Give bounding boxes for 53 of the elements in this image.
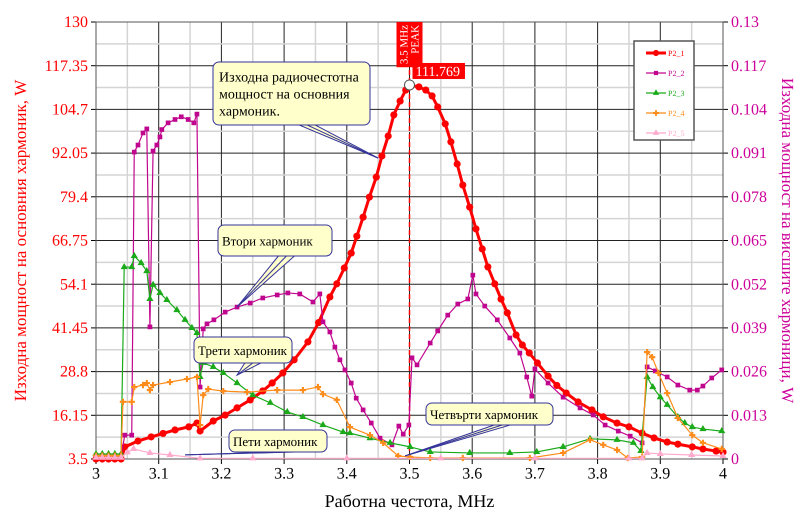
y2-tick-label: 0.052 xyxy=(731,276,767,294)
y2-tick-label: 0.026 xyxy=(731,364,767,381)
y-tick-label: 92.05 xyxy=(52,145,88,162)
callout: Втори хармоник xyxy=(218,224,332,308)
y2-axis-title: Изходна мощност на висшите хармоници, W xyxy=(778,78,796,404)
y2-tick-label: 0.13 xyxy=(731,14,759,32)
x-axis-title: Работна честота, MHz xyxy=(324,491,494,511)
x-tick-label: 3.1 xyxy=(148,465,169,482)
y2-tick-label: 0.039 xyxy=(731,320,767,338)
y-tick-label: 28.8 xyxy=(60,364,88,381)
x-tick-label: 3.4 xyxy=(336,465,357,482)
annotation: 111.769 xyxy=(416,64,460,80)
y2-tick-label: 0.091 xyxy=(731,145,767,162)
annotation: Изходна радиочестотна мощност на основния хармоник. xyxy=(219,70,360,120)
x-tick-label: 3.6 xyxy=(462,465,482,482)
legend-label: P2_5 xyxy=(668,129,684,138)
y-tick-label: 41.45 xyxy=(52,320,88,338)
x-tick-label: 3 xyxy=(92,465,100,482)
legend-label: P2_4 xyxy=(668,109,684,118)
y-tick-label: 130 xyxy=(64,14,88,32)
x-tick-label: 3.3 xyxy=(274,465,294,482)
legend-label: P2_2 xyxy=(668,69,684,78)
y-tick-label: 66.75 xyxy=(52,232,88,250)
y-tick-label: 54.1 xyxy=(60,276,88,294)
legend-label: P2_1 xyxy=(668,49,684,58)
ref-line-label: 3.5 MHz PEAK xyxy=(398,24,422,64)
y2-tick-label: 0.065 xyxy=(731,232,767,250)
callout: Трети хармоник xyxy=(194,336,292,376)
y-tick-label: 3.5 xyxy=(68,451,88,468)
y2-tick-label: 0.117 xyxy=(731,58,766,75)
y-tick-label: 104.7 xyxy=(52,102,88,119)
x-tick-label: 3.2 xyxy=(211,465,232,482)
y2-tick-label: 0.104 xyxy=(731,102,767,119)
y2-tick-label: 0.013 xyxy=(731,407,767,424)
callout: Изходна радиочестотна мощност на основния хармоник. xyxy=(212,62,379,159)
y-tick-label: 16.15 xyxy=(52,407,88,424)
y2-tick-label: 0.078 xyxy=(731,188,767,206)
y-tick-label: 79.4 xyxy=(60,188,88,206)
y2-tick-label: 0 xyxy=(731,451,739,468)
annotation: Четвърти хармоник xyxy=(430,407,539,422)
callout: Пети хармоник xyxy=(184,430,328,456)
legend-label: P2_3 xyxy=(668,89,684,98)
y-axis-title: Изходна мощност на основния хармоник, W xyxy=(11,78,30,402)
y-tick-label: 117.35 xyxy=(44,58,88,75)
annotation: Трети хармоник xyxy=(198,343,288,358)
x-tick-label: 4 xyxy=(719,465,727,482)
x-tick-label: 3.7 xyxy=(524,465,545,482)
x-tick-label: 3.9 xyxy=(650,465,670,482)
annotation: Втори хармоник xyxy=(222,234,314,248)
x-tick-label: 3.8 xyxy=(588,465,608,482)
annotation: Пети хармоник xyxy=(233,434,318,449)
x-tick-label: 3.5 xyxy=(400,465,420,482)
callout: Четвърти хармоник xyxy=(404,402,554,456)
